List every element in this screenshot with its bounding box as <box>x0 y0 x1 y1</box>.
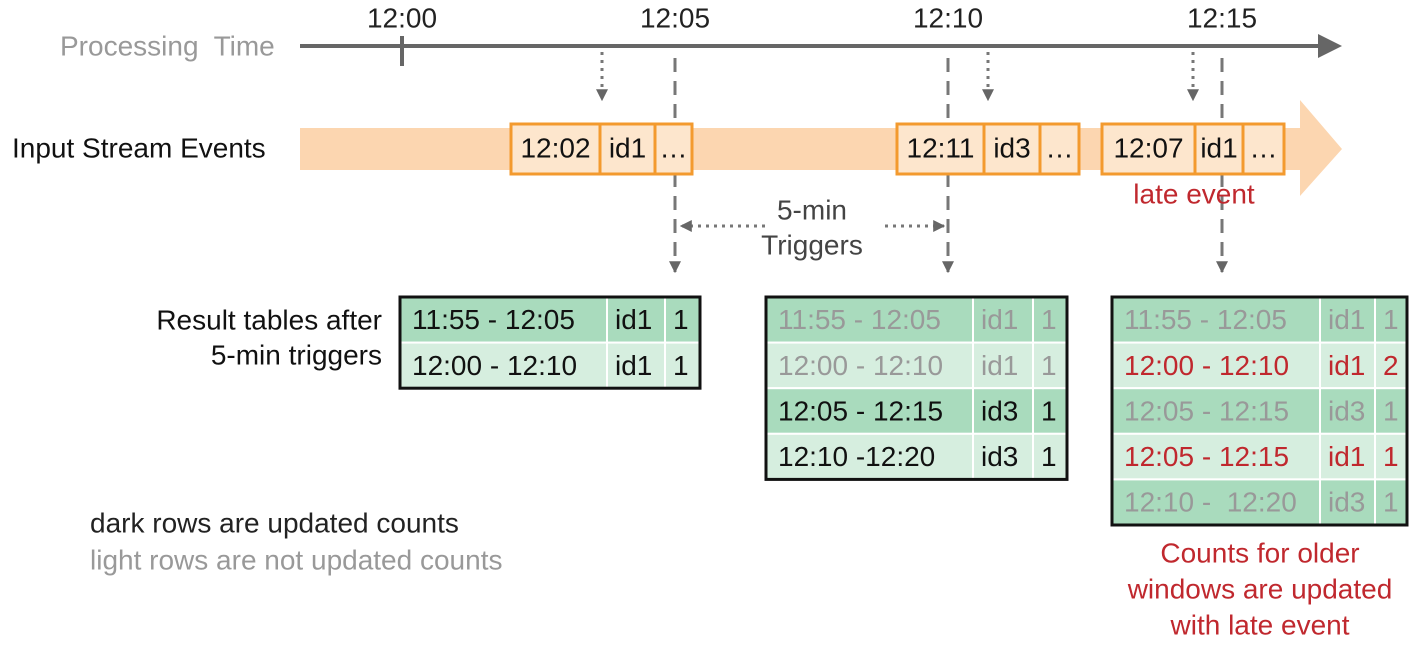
table-text: id3 <box>981 441 1018 472</box>
event-cell <box>509 122 602 176</box>
event-cell <box>598 122 657 176</box>
table-cell <box>1319 296 1376 344</box>
table-text: id3 <box>1328 395 1365 426</box>
table-border <box>764 295 1069 481</box>
table-text: id1 <box>1328 350 1365 381</box>
legend-dark: dark rows are updated counts <box>90 507 459 538</box>
time-tick-label: 12:10 <box>913 2 983 33</box>
event-text: 12:07 <box>1113 132 1183 163</box>
table-cell <box>972 341 1034 390</box>
event-cell <box>653 122 694 176</box>
event-text: id1 <box>1200 132 1237 163</box>
table-text: 1 <box>1041 304 1057 335</box>
table-text: 12:05 - 12:15 <box>1124 395 1289 426</box>
note-line: Counts for older <box>1160 537 1359 568</box>
event-text: id3 <box>993 132 1030 163</box>
table-cell <box>1374 432 1408 481</box>
trigger-label: Triggers <box>761 229 863 260</box>
table-text: 1 <box>1383 304 1399 335</box>
table-text: 11:55 - 12:05 <box>1124 304 1287 335</box>
table-text: id1 <box>981 350 1018 381</box>
event-text: … <box>660 132 688 163</box>
timeline-label: Processing Time <box>60 30 275 61</box>
late-label: late event <box>1133 178 1255 209</box>
time-tick-label: 12:05 <box>640 2 710 33</box>
time-tick-label: 12:15 <box>1187 2 1257 33</box>
table-text: 1 <box>673 350 689 381</box>
table-text: 12:00 - 12:10 <box>412 350 577 381</box>
table-cell <box>399 341 608 390</box>
table-text: 12:00 - 12:10 <box>1124 350 1289 381</box>
result-label: 5-min triggers <box>211 339 382 370</box>
table-cell <box>1032 296 1068 344</box>
table-text: 12:10 -12:20 <box>778 441 935 472</box>
table-text: 1 <box>1383 395 1399 426</box>
table-text: 11:55 - 12:05 <box>412 304 575 335</box>
event-cell <box>982 122 1042 176</box>
table-cell <box>606 341 666 390</box>
stream-label: Input Stream Events <box>12 132 266 163</box>
table-text: 12:05 - 12:15 <box>1124 441 1289 472</box>
table-text: id1 <box>615 350 652 381</box>
trigger-lines <box>669 58 1228 274</box>
table-text: 1 <box>1383 441 1399 472</box>
result-label: Result tables after <box>156 304 382 335</box>
event-cell <box>1241 122 1286 176</box>
event-text: … <box>1250 132 1278 163</box>
note-line: with late event <box>1170 609 1350 640</box>
event-cell <box>895 122 986 176</box>
timeline-arrowhead <box>1318 34 1342 58</box>
table-text: 1 <box>1041 395 1057 426</box>
table-text: 1 <box>673 304 689 335</box>
table-text: id3 <box>1328 487 1365 518</box>
event-text: 12:11 <box>907 132 975 163</box>
table-text: id1 <box>1328 304 1365 335</box>
table-cell <box>606 296 666 344</box>
table-cell <box>1111 296 1321 344</box>
table-cell <box>972 296 1034 344</box>
table-text: 2 <box>1383 350 1399 381</box>
table-text: id1 <box>981 304 1018 335</box>
table-text: 1 <box>1041 441 1057 472</box>
table-text: id3 <box>981 395 1018 426</box>
time-tick-label: 12:00 <box>367 2 437 33</box>
table-border <box>398 295 702 390</box>
note-line: windows are updated <box>1127 573 1393 604</box>
table-text: 1 <box>1041 350 1057 381</box>
legend-light: light rows are not updated counts <box>90 544 502 575</box>
table-text: id1 <box>1328 441 1365 472</box>
event-text: id1 <box>609 132 646 163</box>
event-text: 12:02 <box>520 132 590 163</box>
event-text: … <box>1046 132 1074 163</box>
table-text: 11:55 - 12:05 <box>778 304 941 335</box>
table-text: 12:10 - 12:20 <box>1124 487 1297 518</box>
table-border <box>1110 295 1409 527</box>
stream-band <box>300 100 1342 196</box>
table-cell <box>1374 478 1408 526</box>
table-text: 1 <box>1383 487 1399 518</box>
event-cell <box>1038 122 1081 176</box>
trigger-label: 5-min <box>777 194 847 225</box>
table-text: id1 <box>615 304 652 335</box>
table-cell <box>1032 341 1068 390</box>
table-cell <box>765 341 974 390</box>
event-cell <box>1100 122 1197 176</box>
event-arrows <box>596 52 1199 232</box>
table-text: 12:05 - 12:15 <box>778 395 943 426</box>
table-text: 12:00 - 12:10 <box>778 350 943 381</box>
table-cell <box>1032 432 1068 481</box>
